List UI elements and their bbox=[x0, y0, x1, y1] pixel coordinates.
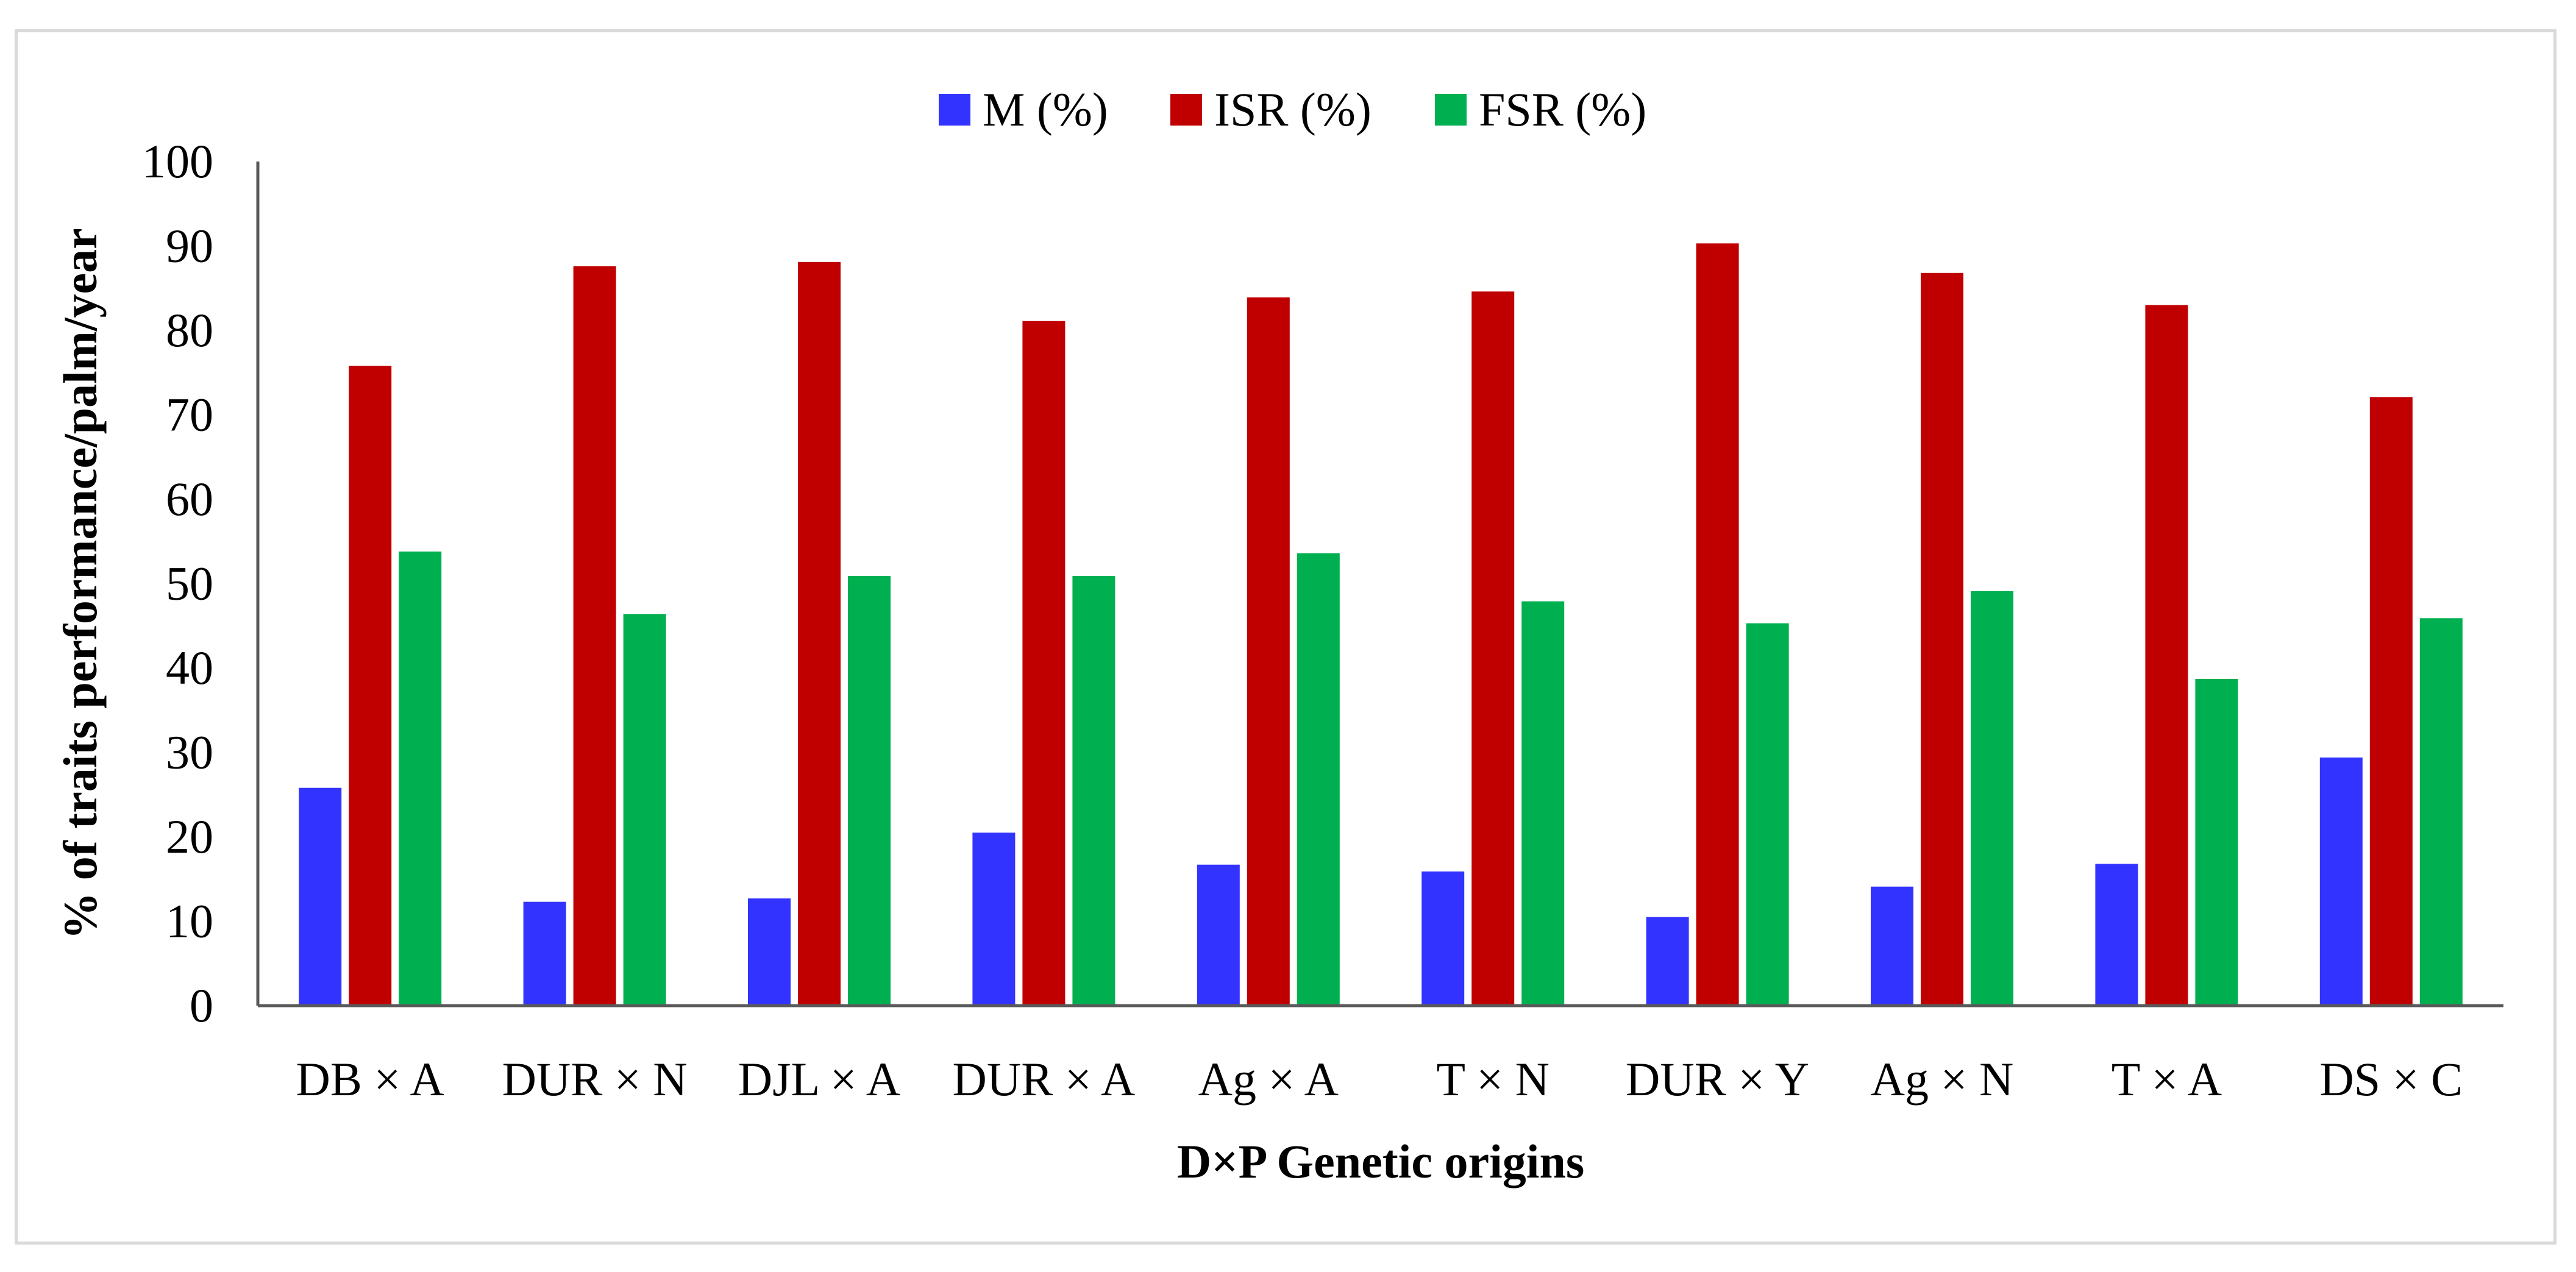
bar-isr-dur-a bbox=[1022, 321, 1066, 1006]
bar-fsr-dur-y bbox=[1746, 623, 1789, 1006]
y-tick-label-0: 0 bbox=[190, 979, 213, 1032]
x-axis-title: D×P Genetic origins bbox=[1177, 1135, 1584, 1188]
bar-fsr-t-n bbox=[1521, 601, 1565, 1006]
bar-m-ag-a bbox=[1197, 864, 1240, 1006]
legend-label-isr: ISR (%) bbox=[1214, 83, 1372, 136]
y-tick-label-10: 10 bbox=[166, 895, 213, 948]
bar-fsr-dur-a bbox=[1072, 576, 1115, 1006]
y-tick-label-20: 20 bbox=[166, 810, 213, 863]
x-tick-label-t-n: T × N bbox=[1436, 1053, 1550, 1106]
bar-fsr-t-a bbox=[2195, 679, 2238, 1006]
y-tick-label-40: 40 bbox=[166, 641, 213, 694]
y-tick-label-90: 90 bbox=[166, 219, 213, 272]
bars bbox=[299, 243, 2463, 1006]
x-tick-label-t-a: T × A bbox=[2112, 1053, 2222, 1106]
bar-fsr-djl-a bbox=[848, 576, 891, 1006]
bar-m-dur-n bbox=[523, 901, 566, 1006]
legend-swatch-m bbox=[939, 94, 970, 126]
bar-isr-db-a bbox=[349, 366, 392, 1006]
y-tick-label-70: 70 bbox=[166, 388, 213, 441]
bar-fsr-dur-n bbox=[623, 614, 666, 1006]
legend: M (%) ISR (%) FSR (%) bbox=[939, 83, 1646, 136]
bar-isr-ds-c bbox=[2369, 397, 2413, 1006]
x-tick-label-djl-a: DJL × A bbox=[738, 1053, 900, 1106]
x-tick-label-db-a: DB × A bbox=[296, 1053, 444, 1106]
bar-fsr-db-a bbox=[399, 551, 442, 1006]
x-axis-ticks: DB × A DUR × N DJL × A DUR × A Ag × A T × N DU… bbox=[296, 1053, 2463, 1106]
legend-label-m: M (%) bbox=[983, 83, 1108, 136]
bar-isr-t-n bbox=[1471, 291, 1515, 1006]
bar-m-t-n bbox=[1421, 871, 1465, 1006]
bar-isr-ag-n bbox=[1921, 272, 1963, 1006]
y-tick-label-60: 60 bbox=[166, 472, 213, 525]
bar-isr-ag-a bbox=[1247, 297, 1290, 1006]
y-tick-label-30: 30 bbox=[166, 726, 213, 779]
x-tick-label-ag-n: Ag × N bbox=[1871, 1053, 2014, 1106]
bar-isr-dur-n bbox=[573, 266, 616, 1006]
bar-isr-djl-a bbox=[798, 261, 841, 1006]
bar-m-dur-y bbox=[1646, 917, 1689, 1006]
legend-label-fsr: FSR (%) bbox=[1479, 83, 1646, 136]
y-tick-label-80: 80 bbox=[166, 304, 213, 357]
bar-m-ds-c bbox=[2319, 757, 2363, 1006]
x-tick-label-ds-c: DS × C bbox=[2319, 1053, 2463, 1106]
bar-m-ag-n bbox=[1871, 886, 1913, 1006]
legend-swatch-fsr bbox=[1435, 94, 1467, 126]
x-tick-label-dur-y: DUR × Y bbox=[1626, 1053, 1809, 1106]
bar-m-dur-a bbox=[972, 833, 1016, 1006]
y-axis-ticks: 0 10 20 30 40 50 60 70 80 90 100 bbox=[142, 135, 213, 1032]
y-tick-label-50: 50 bbox=[166, 557, 213, 610]
bar-m-db-a bbox=[299, 787, 342, 1006]
bar-isr-t-a bbox=[2145, 305, 2188, 1006]
bar-fsr-ds-c bbox=[2419, 618, 2463, 1006]
bar-m-t-a bbox=[2095, 864, 2138, 1006]
y-axis-title: % of traits performance/palm/year bbox=[54, 228, 107, 940]
bar-isr-dur-y bbox=[1696, 243, 1739, 1006]
bar-m-djl-a bbox=[748, 898, 791, 1006]
x-tick-label-ag-a: Ag × A bbox=[1198, 1053, 1339, 1106]
legend-swatch-isr bbox=[1170, 94, 1202, 126]
x-tick-label-dur-a: DUR × A bbox=[953, 1053, 1136, 1106]
bar-fsr-ag-n bbox=[1971, 591, 2013, 1006]
bar-fsr-ag-a bbox=[1297, 553, 1340, 1006]
x-tick-label-dur-n: DUR × N bbox=[502, 1053, 688, 1106]
y-tick-label-100: 100 bbox=[142, 135, 213, 188]
